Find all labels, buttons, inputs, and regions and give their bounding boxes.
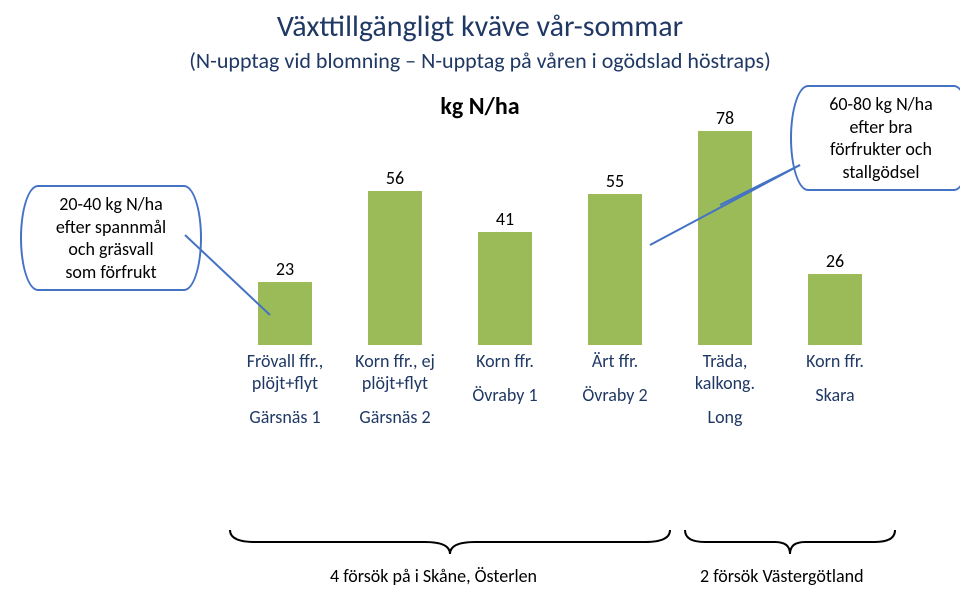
chart-area: 235641557826 Frövall ffr., plöjt+flytGär… — [0, 125, 960, 465]
page-title-line1: Växttillgängligt kväve vår-sommar — [0, 8, 960, 45]
page-title-line2: (N-upptag vid blomning – N-upptag på vår… — [0, 47, 960, 74]
callout-lines — [0, 85, 960, 465]
brace-right-label: 2 försök Västergötland — [700, 565, 864, 587]
brace-right — [680, 530, 900, 560]
brace-left-label: 4 försök på i Skåne, Österlen — [330, 565, 537, 587]
brace-left — [225, 530, 675, 560]
